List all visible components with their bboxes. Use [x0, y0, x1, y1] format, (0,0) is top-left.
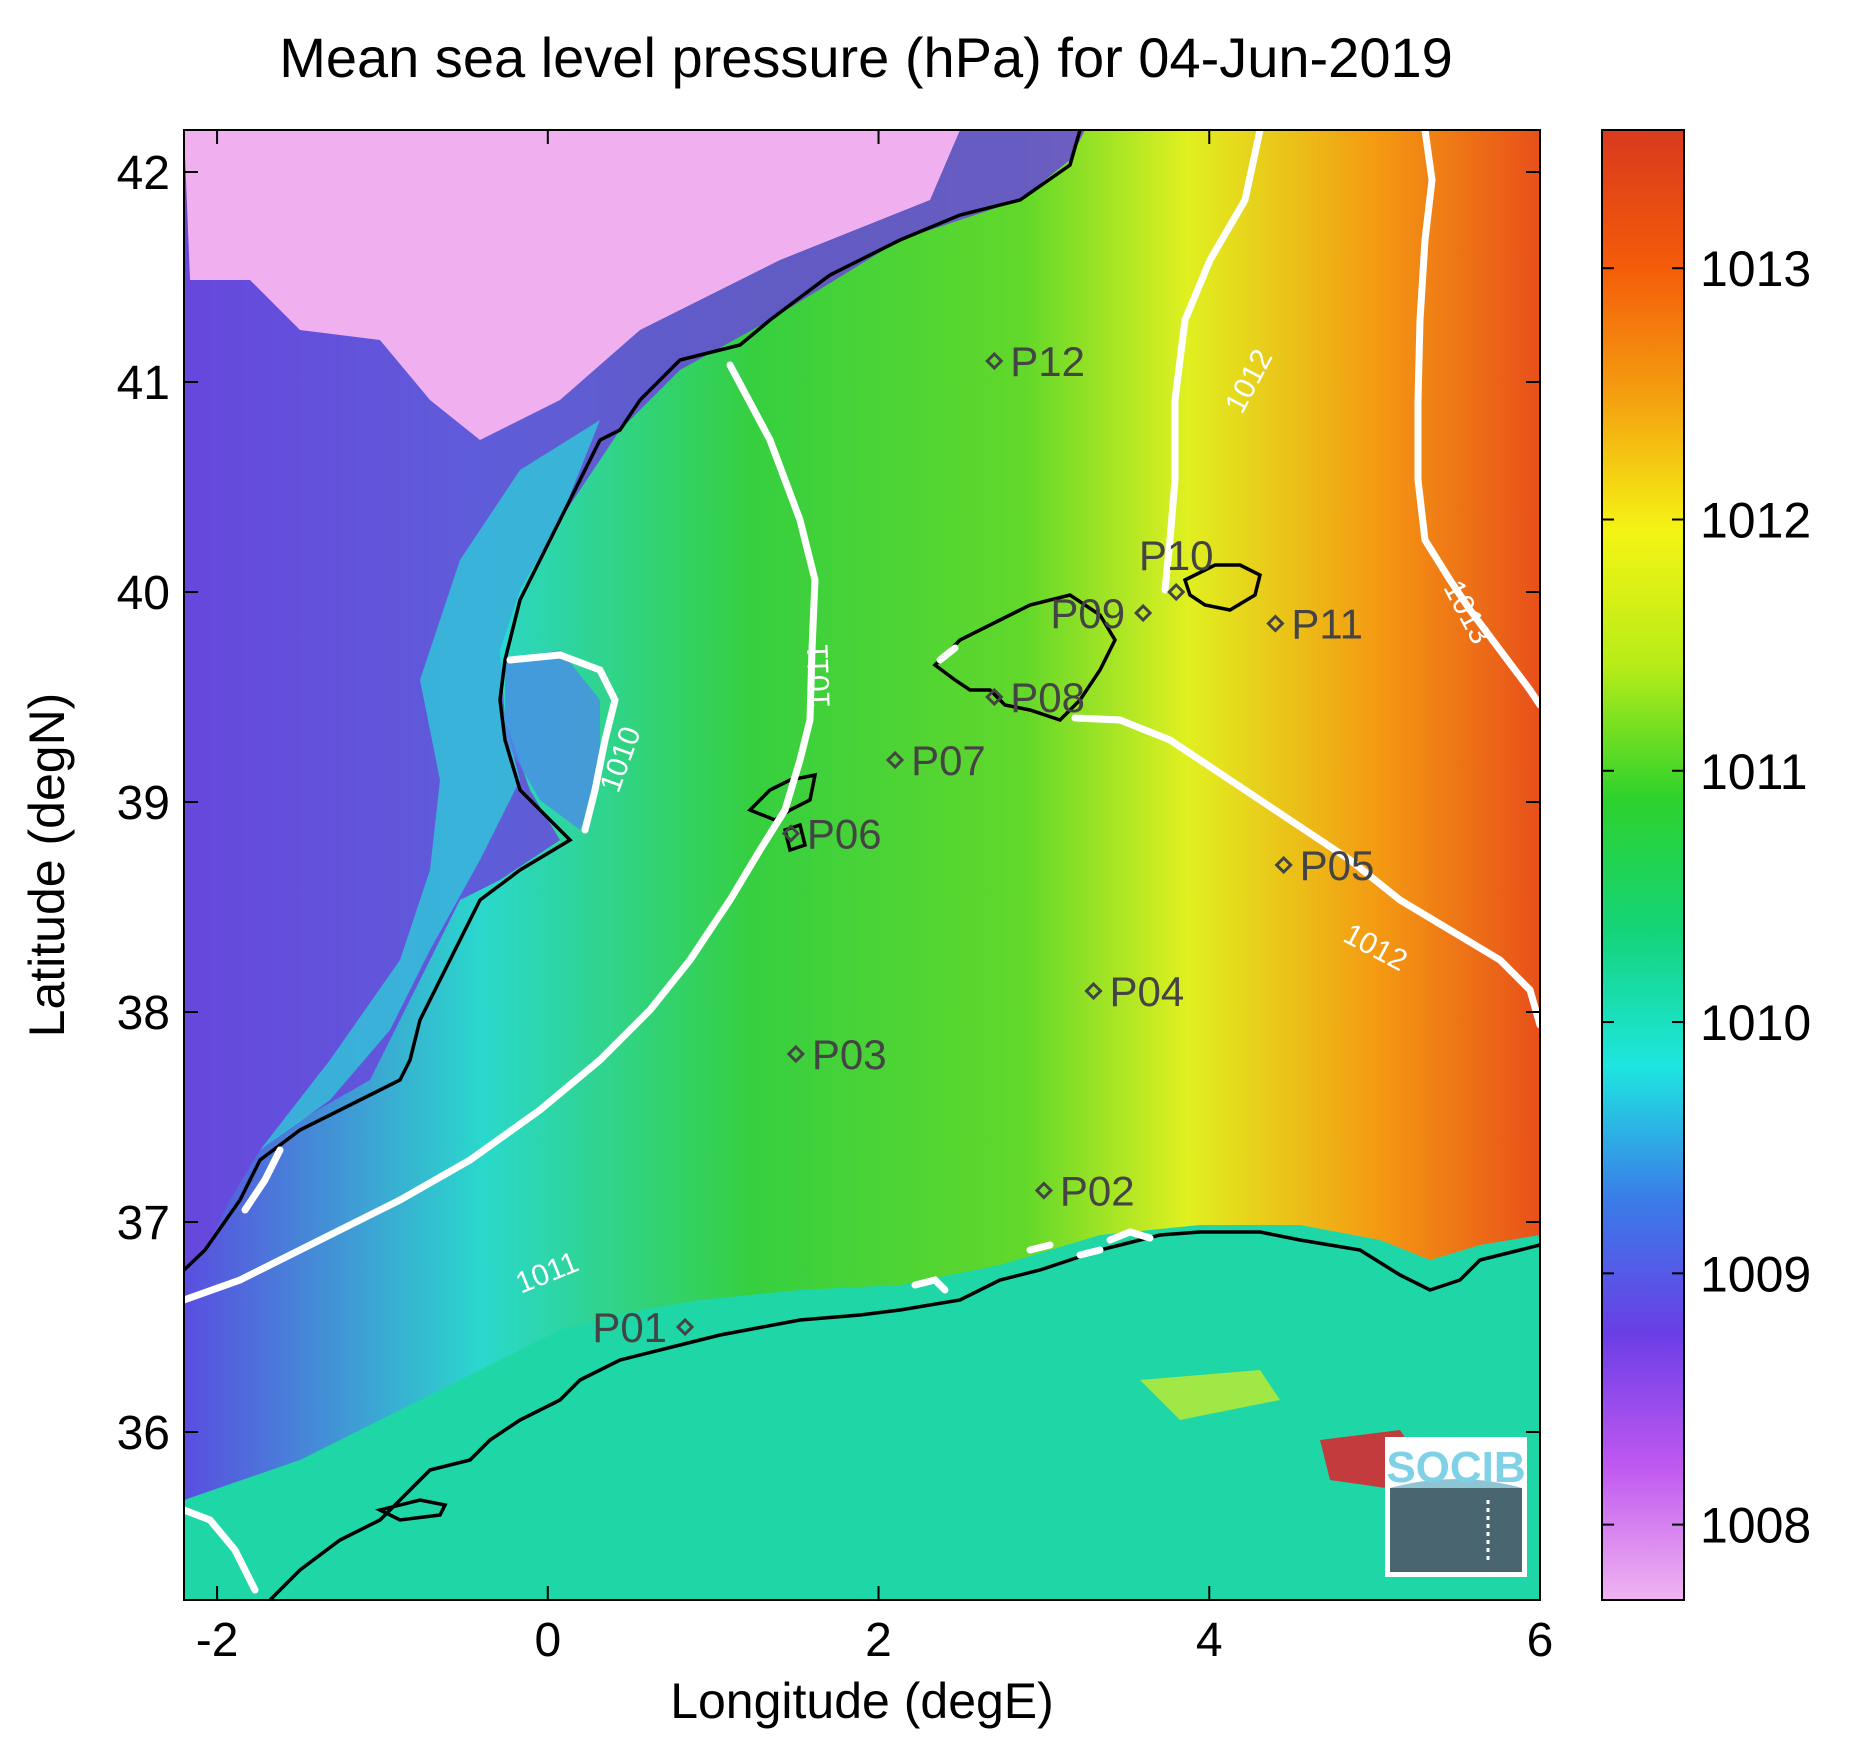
station-marker	[786, 1044, 805, 1064]
station-marker	[1266, 614, 1285, 633]
y-axis-label: Latitude (degN)	[19, 693, 75, 1038]
isobar-1010-sw	[241, 1146, 284, 1214]
station-point: P06	[781, 811, 882, 858]
station-point: P11	[1266, 601, 1363, 648]
y-tick-label: 36	[117, 1407, 170, 1460]
valencia-gulf-low	[505, 650, 600, 830]
iberia-coastline	[184, 130, 1082, 1272]
station-marker	[885, 750, 905, 770]
station-marker	[675, 1317, 695, 1337]
station-marker	[985, 687, 1004, 707]
station-point: P04	[1084, 968, 1185, 1015]
x-tick-label: 0	[534, 1614, 561, 1667]
mallorca-coastline	[932, 593, 1117, 723]
x-axis-ticks: -2 0 2 4 6	[196, 130, 1554, 1667]
chart-title: Mean sea level pressure (hPa) for 04-Jun…	[279, 26, 1453, 89]
isobars	[184, 130, 1540, 1594]
isobar-1011-mallorca	[936, 644, 959, 664]
station-point: P12	[985, 338, 1085, 385]
colorbar-tick-label: 1008	[1700, 1498, 1811, 1554]
station-marker	[985, 351, 1004, 371]
x-tick-label: -2	[196, 1614, 239, 1667]
map-frame	[183, 129, 1541, 1601]
colorbar-ticks: 1008 1009 1010 1011 1012 1013	[1602, 241, 1811, 1554]
station-label: P05	[1300, 842, 1375, 889]
logo-wave	[1390, 1479, 1522, 1488]
menorca-coastline	[1182, 563, 1263, 612]
isobar-1011	[184, 361, 819, 1304]
colorbar-tick-label: 1011	[1700, 744, 1808, 800]
x-tick-label: 4	[1196, 1614, 1223, 1667]
station-point: P05	[1274, 842, 1375, 889]
station-point: P03	[786, 1031, 887, 1078]
station-label: P01	[592, 1304, 667, 1351]
y-tick-label: 38	[117, 987, 170, 1040]
colorbar-fill	[1601, 129, 1685, 1601]
colorbar-tick-label: 1010	[1700, 995, 1811, 1051]
station-label: P04	[1110, 968, 1185, 1015]
station-point: P07	[885, 737, 986, 784]
station-marker	[1274, 855, 1293, 875]
y-tick-label: 41	[117, 357, 170, 410]
socib-logo: SOCIB	[1385, 1437, 1527, 1577]
x-tick-label: 6	[1527, 1614, 1554, 1667]
y-tick-label: 39	[117, 777, 170, 830]
africa-land	[184, 1225, 1540, 1600]
isobar-1010	[506, 651, 619, 834]
station-label: P09	[1050, 590, 1125, 637]
station-label: P08	[1010, 674, 1085, 721]
isobar-1011-africa	[1026, 1228, 1154, 1259]
x-axis-label: Longitude (degE)	[670, 1673, 1054, 1729]
coastlines	[184, 130, 1540, 1600]
logo-text: SOCIB	[1386, 1443, 1525, 1492]
africa-yellow-patch	[1140, 1370, 1280, 1420]
colorbar-tick-label: 1009	[1700, 1246, 1811, 1302]
y-tick-label: 40	[117, 567, 170, 620]
station-label: P07	[911, 737, 986, 784]
station-marker	[1167, 582, 1186, 602]
y-axis-ticks: 36 37 38 39 40 41 42	[117, 147, 1540, 1460]
isobar-1012-south	[1071, 714, 1540, 1029]
station-point: P10	[1139, 532, 1214, 602]
station-label: P12	[1010, 338, 1085, 385]
colorbar: 1008 1009 1010 1011 1012 1013	[1601, 129, 1811, 1601]
alboran-island	[374, 1498, 448, 1522]
contour-label: 1011	[801, 643, 836, 709]
isobar-1011-africa-west	[911, 1276, 949, 1294]
station-point: P02	[1034, 1168, 1135, 1215]
isobar-1011-sw	[184, 1506, 259, 1594]
station-point: P01	[592, 1304, 695, 1351]
station-marker	[1133, 603, 1153, 623]
iberia-north-pink	[184, 130, 960, 440]
formentera-coastline	[782, 822, 808, 853]
station-label: P10	[1139, 532, 1214, 579]
station-marker	[781, 824, 801, 843]
station-marker	[1084, 981, 1103, 1001]
station-label: P02	[1060, 1168, 1135, 1215]
isobar-1013	[1414, 130, 1540, 709]
logo-sea	[1390, 1488, 1522, 1572]
station-point: P09	[1050, 590, 1153, 637]
station-point: P08	[985, 674, 1085, 721]
station-label: P03	[812, 1031, 887, 1078]
iberia-coastal-cyan	[260, 420, 600, 1150]
colorbar-tick-label: 1013	[1700, 241, 1811, 297]
station-points: P01 P02 P03 P04 P05 P06 P07 P08 P09 P10 P11 P12	[592, 338, 1374, 1351]
y-tick-label: 42	[117, 147, 170, 200]
station-label: P11	[1291, 601, 1363, 648]
isobar-1012	[1161, 130, 1264, 594]
y-tick-label: 37	[117, 1197, 170, 1250]
station-label: P06	[807, 811, 882, 858]
africa-coastline	[268, 1230, 1540, 1600]
station-marker	[1034, 1181, 1054, 1200]
colorbar-tick-label: 1012	[1700, 492, 1811, 548]
x-tick-label: 2	[865, 1614, 892, 1667]
